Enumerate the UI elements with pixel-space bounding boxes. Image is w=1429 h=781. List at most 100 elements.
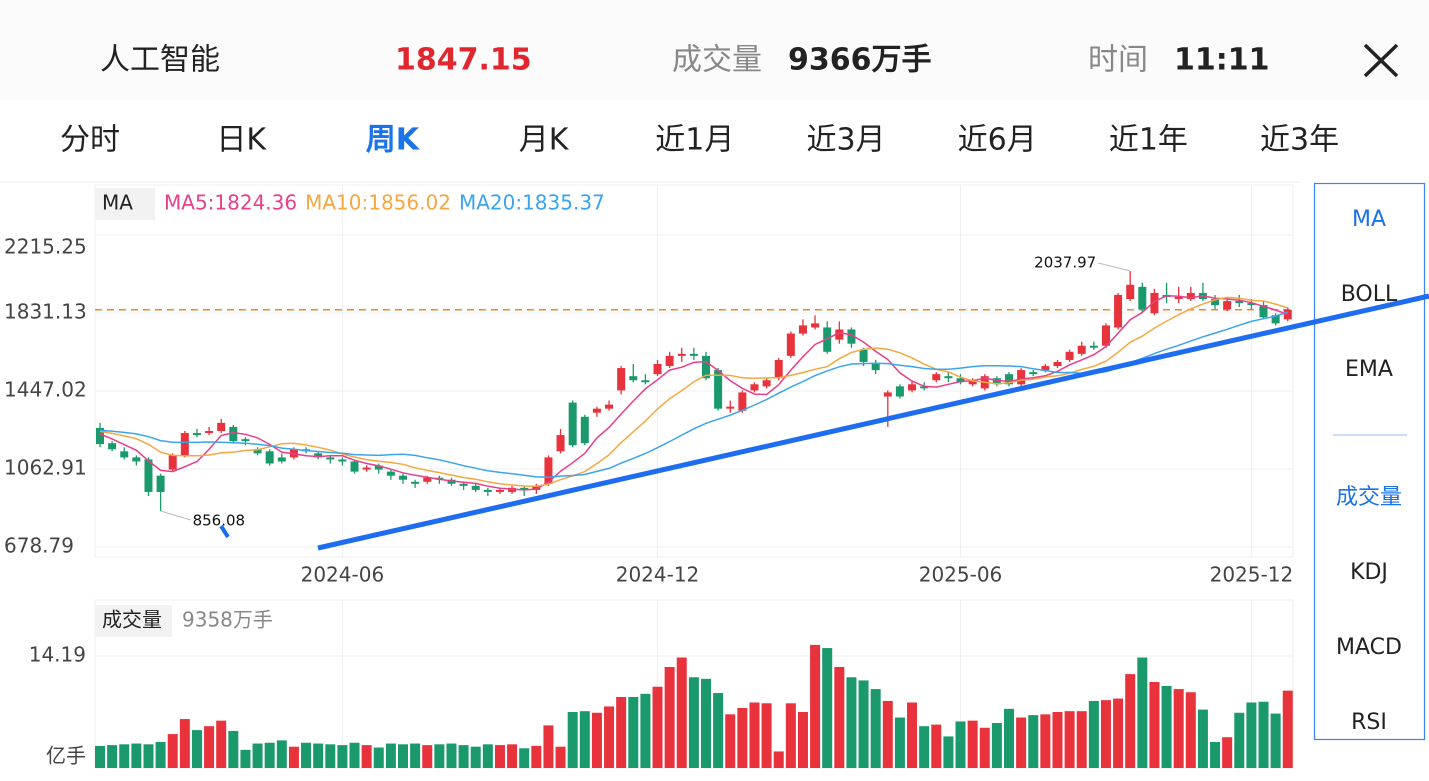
- candle-body: [217, 422, 226, 432]
- legend-title: 成交量: [102, 608, 162, 632]
- candle-body: [883, 392, 892, 397]
- candle-body: [108, 443, 117, 450]
- candle-body: [702, 355, 710, 379]
- volume-bar: [373, 747, 384, 768]
- volume-bar: [737, 708, 748, 768]
- volume-bar: [1149, 681, 1160, 768]
- volume-bar: [834, 666, 845, 768]
- candle-body: [265, 451, 274, 464]
- candle-body: [580, 416, 589, 444]
- annotation-leader: [1098, 262, 1131, 272]
- candle-body: [859, 349, 868, 362]
- volume-bar: [725, 714, 736, 768]
- tab[interactable]: 分时: [60, 123, 120, 158]
- candle-body: [895, 386, 904, 397]
- volume-bar: [470, 746, 481, 768]
- volume-bar: [773, 751, 784, 768]
- close-button[interactable]: [1363, 43, 1399, 78]
- candle-body: [762, 380, 771, 387]
- candle-body: [1174, 296, 1183, 300]
- tab[interactable]: 近3年: [1260, 123, 1339, 158]
- candle-body: [1211, 299, 1220, 306]
- candle-body: [677, 353, 686, 356]
- volume-bar: [240, 749, 251, 768]
- tab[interactable]: 日K: [216, 123, 267, 158]
- volume-bar: [337, 745, 348, 768]
- volume-bar: [252, 743, 263, 768]
- volume-bar: [1197, 709, 1208, 768]
- legend-entry: MA20:1835.37: [459, 191, 605, 215]
- volume-bar: [1088, 700, 1099, 768]
- candle-body: [483, 489, 492, 492]
- candle-body: [1077, 345, 1086, 354]
- close-stroke: [1363, 43, 1399, 78]
- indicator[interactable]: EMA: [1345, 357, 1393, 382]
- candle-body: [1138, 286, 1147, 310]
- candle-body: [689, 353, 698, 356]
- candle-body: [386, 471, 395, 476]
- volume-bar: [785, 703, 796, 768]
- volume-bar: [543, 725, 554, 768]
- volume-bar: [870, 689, 881, 768]
- volume-bar: [991, 723, 1002, 768]
- indicator[interactable]: BOLL: [1341, 282, 1398, 307]
- volume-bar: [1258, 701, 1269, 768]
- volume-bar: [894, 717, 905, 768]
- legend-summary: 9358万手: [182, 608, 273, 632]
- volume-bar: [1064, 711, 1075, 768]
- indicator[interactable]: KDJ: [1350, 560, 1388, 585]
- candle-body: [1247, 303, 1256, 306]
- volume-bar: [1052, 711, 1063, 768]
- candle-body: [544, 457, 553, 484]
- candle-body: [399, 475, 407, 480]
- tab[interactable]: 周K: [366, 123, 421, 158]
- indicator[interactable]: MACD: [1336, 635, 1402, 660]
- volume-bar: [361, 745, 372, 768]
- tab[interactable]: 近1年: [1109, 123, 1188, 158]
- candle-body: [592, 408, 601, 413]
- indicator[interactable]: RSI: [1351, 710, 1387, 735]
- candle-body: [1283, 309, 1292, 320]
- x-tick-label: 2025-06: [919, 563, 1003, 587]
- high-label: 2037.97: [1034, 253, 1096, 271]
- candle-body: [617, 368, 626, 391]
- x-tick-label: 2025-12: [1210, 563, 1294, 587]
- candle-body: [605, 404, 614, 409]
- volume-bar: [1222, 737, 1233, 768]
- candle-body: [835, 329, 844, 340]
- candle-body: [1259, 305, 1268, 318]
- volume-bar: [131, 743, 142, 768]
- volume-bar: [822, 648, 833, 768]
- plot: 2024-06 2024-12 2025-06 2025-12 2215.25 1831.…: [4, 185, 1293, 768]
- candle-body: [144, 459, 153, 492]
- tab[interactable]: 近1月: [655, 123, 734, 158]
- volume-bar: [301, 742, 312, 768]
- candle-body: [1029, 372, 1038, 375]
- legend-title: MA: [102, 191, 133, 215]
- volume-bar: [810, 644, 821, 768]
- candle-body: [1186, 292, 1195, 300]
- tab[interactable]: 近6月: [958, 123, 1037, 158]
- drawing-stroke: [219, 524, 230, 539]
- candle-body: [277, 457, 286, 462]
- volume-bar: [95, 745, 105, 768]
- volume-bar: [313, 743, 324, 768]
- volume-bar: [640, 693, 651, 768]
- volume-bar: [204, 726, 215, 768]
- volume-bar: [167, 734, 178, 768]
- candle-body: [205, 431, 214, 434]
- indicator[interactable]: MA: [1352, 207, 1386, 232]
- candle-body: [459, 483, 468, 486]
- volume-bar: [398, 744, 408, 768]
- volume-bar: [228, 730, 239, 768]
- candle-body: [629, 376, 638, 381]
- tab[interactable]: 近3月: [806, 123, 885, 158]
- candle-body: [641, 380, 650, 383]
- candle-body: [423, 477, 432, 482]
- indicator[interactable]: 成交量: [1336, 485, 1402, 510]
- volume-bar: [567, 711, 578, 768]
- legend-box: [95, 605, 172, 637]
- volume-bar: [434, 744, 445, 768]
- tab[interactable]: 月K: [519, 123, 570, 158]
- low-label: 856.08: [193, 511, 246, 529]
